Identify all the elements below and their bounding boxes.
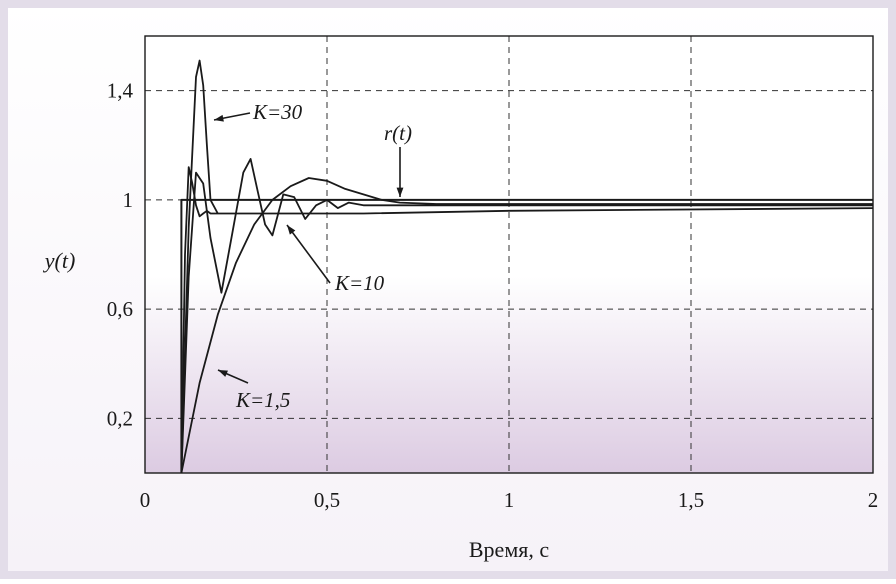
series-line-k-1-5: [180, 177, 873, 474]
y-axis-label: y(t): [43, 248, 76, 273]
x-tick-label: 2: [868, 488, 879, 512]
x-tick-label: 1: [504, 488, 515, 512]
x-tick-label: 0: [140, 488, 151, 512]
x-tick-label: 1,5: [678, 488, 704, 512]
plot-border: [144, 35, 874, 474]
annotation-label: r(t): [384, 121, 412, 145]
series-line-k-10: [180, 158, 873, 474]
y-tick-label: 0,2: [107, 406, 133, 430]
annotation-arrowhead: [287, 225, 296, 235]
annotation-label: K=30: [252, 100, 303, 124]
x-tick-labels: 0 0,5 1 1,5 2: [140, 488, 879, 512]
series-line-peak: [180, 59, 219, 474]
annotation-arrowhead: [396, 187, 404, 197]
y-tick-label: 1,4: [107, 79, 134, 103]
series-line-r-t-: [180, 198, 873, 473]
annotation-label: K=1,5: [235, 388, 290, 412]
annotation-arrowhead: [214, 114, 224, 122]
annotations: K=30 K=10 K=1,5 r(t): [213, 100, 412, 412]
annotation-arrowhead: [218, 370, 228, 377]
x-tick-label: 0,5: [314, 488, 340, 512]
y-tick-label: 1: [123, 188, 134, 212]
y-tick-labels: 0,2 0,6 1 1,4: [107, 79, 134, 431]
series-group: [180, 59, 874, 474]
y-tick-label: 0,6: [107, 297, 133, 321]
annotation-label: K=10: [334, 271, 385, 295]
x-axis-label: Время, с: [469, 537, 549, 562]
annotation-arrow: [286, 224, 331, 284]
